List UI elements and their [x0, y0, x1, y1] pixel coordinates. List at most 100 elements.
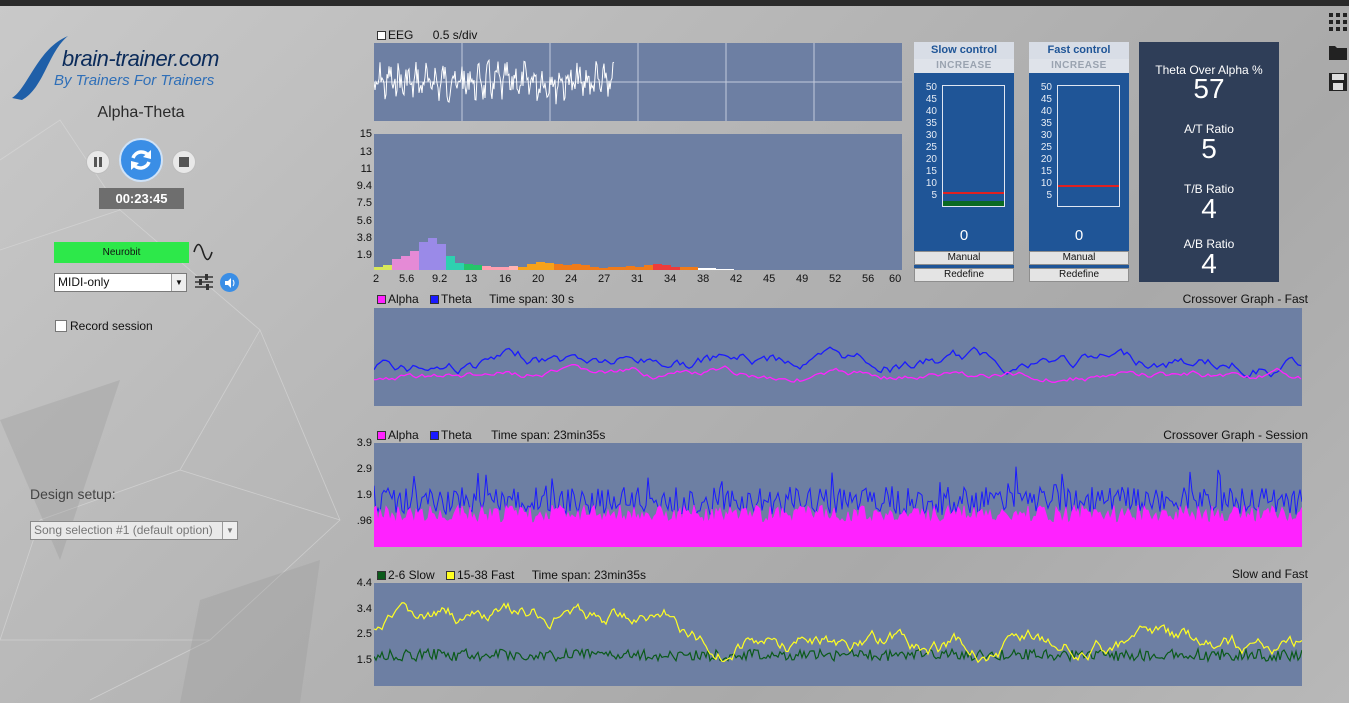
slow-control-panel: Slow control INCREASE 50 45 40 35 30 25 …	[914, 42, 1014, 282]
spectrum-bar	[698, 268, 707, 270]
slow-control-meter[interactable]	[942, 85, 1005, 207]
speaker-button[interactable]	[220, 273, 239, 292]
spectrum-bar	[401, 256, 410, 270]
theta-swatch	[430, 295, 440, 305]
fast-line	[373, 602, 1303, 664]
sf-y-tick: 2.5	[356, 628, 372, 640]
pause-button[interactable]	[86, 150, 110, 174]
spectrum-y-tick: 9.4	[356, 180, 372, 192]
spectrum-bar	[716, 269, 725, 270]
sf-y-tick: 1.5	[356, 654, 372, 666]
eeg-scale: 0.5 s/div	[432, 28, 478, 42]
spectrum-bar	[581, 265, 590, 270]
stat-label: T/B Ratio	[1183, 182, 1234, 196]
grid-icon[interactable]	[1328, 12, 1348, 32]
record-session-checkbox[interactable]	[55, 320, 67, 332]
spectrum-bar	[518, 267, 527, 270]
spectrum-bar	[500, 267, 509, 270]
scale-tick: 15	[1040, 166, 1052, 177]
alpha-area	[373, 503, 1303, 548]
spectrum-bar	[491, 267, 500, 270]
spectrum-bar	[608, 267, 617, 270]
session-y-axis: 3.9 2.9 1.9 .96	[350, 437, 374, 547]
sliders-icon[interactable]	[194, 272, 214, 292]
slow-control-scale: 50 45 40 35 30 25 20 15 10 5	[914, 82, 939, 207]
spectrum-graph	[374, 134, 902, 270]
save-icon[interactable]	[1328, 72, 1348, 92]
slow-manual-button[interactable]: Manual	[914, 251, 1014, 265]
sf-graph-title: Slow and Fast	[1231, 567, 1308, 581]
crossover-session-graph	[373, 443, 1303, 548]
slow-threshold-line[interactable]	[943, 192, 1004, 194]
scale-tick: 45	[925, 94, 937, 105]
stat-value: 57	[1193, 73, 1225, 104]
slow-redefine-button[interactable]: Redefine	[914, 268, 1014, 282]
spectrum-x-tick: 24	[565, 273, 578, 285]
folder-icon[interactable]	[1328, 42, 1348, 62]
fast-swatch	[446, 571, 456, 581]
scale-tick: 25	[1040, 142, 1052, 153]
spectrum-y-tick: 5.6	[356, 215, 372, 227]
refresh-button[interactable]	[119, 138, 163, 182]
spectrum-bar	[446, 256, 455, 270]
spectrum-bar	[419, 242, 428, 270]
theta-line	[373, 466, 1303, 517]
design-setup-label: Design setup:	[30, 486, 116, 502]
spectrum-bar	[455, 263, 464, 270]
spectrum-x-tick: 42	[730, 273, 743, 285]
spectrum-x-tick: 56	[862, 273, 875, 285]
spectrum-x-tick: 20	[532, 273, 545, 285]
theta-line	[373, 346, 1302, 378]
time-span: Time span: 23min35s	[491, 428, 606, 442]
fast-manual-button[interactable]: Manual	[1029, 251, 1129, 265]
fast-control-meter[interactable]	[1057, 85, 1120, 207]
crossover-fast-graph	[373, 308, 1302, 406]
fast-threshold-line[interactable]	[1058, 185, 1119, 187]
spectrum-y-axis: 15 13 11 9.4 7.5 5.6 3.8 1.9	[350, 128, 374, 268]
slow-control-value: 0	[959, 227, 969, 244]
spectrum-bar	[689, 267, 698, 270]
device-badge[interactable]: Neurobit	[54, 242, 189, 263]
refresh-icon	[131, 150, 151, 170]
scale-tick: 35	[925, 118, 937, 129]
spectrum-bar	[590, 267, 599, 270]
session-y-tick: 2.9	[356, 463, 372, 475]
mode-select[interactable]: MIDI-only ▼	[54, 273, 187, 292]
spectrum-x-tick: 13	[465, 273, 478, 285]
spectrum-bar	[662, 265, 671, 270]
session-graph-legend: Alpha Theta Time span: 23min35s	[377, 428, 605, 442]
legend-slow: 2-6 Slow	[388, 568, 435, 582]
eeg-graph	[373, 43, 902, 121]
fast-redefine-button[interactable]: Redefine	[1029, 268, 1129, 282]
spectrum-plot	[374, 238, 734, 270]
slow-control-title: Slow control	[914, 42, 1014, 59]
stop-button[interactable]	[172, 150, 196, 174]
slow-line	[373, 646, 1303, 663]
stat-value: 5	[1201, 133, 1217, 164]
spectrum-bar	[383, 265, 392, 270]
song-select[interactable]: Song selection #1 (default option) ▼	[30, 521, 238, 540]
sf-graph-legend: 2-6 Slow 15-38 Fast Time span: 23min35s	[377, 568, 646, 582]
window-top-strip	[0, 0, 1349, 6]
scale-tick: 5	[931, 190, 937, 201]
fast-control-value: 0	[1074, 227, 1084, 244]
legend-theta: Theta	[441, 292, 472, 306]
sf-y-axis: 4.4 3.4 2.5 1.5	[350, 577, 374, 687]
spectrum-x-tick: 27	[598, 273, 611, 285]
spectrum-x-axis: 2 5.6 9.2 13 16 20 24 27 31 34 38 42 45 …	[370, 273, 910, 287]
sine-wave-icon[interactable]	[192, 242, 214, 262]
scale-tick: 45	[1040, 94, 1052, 105]
spectrum-bar	[464, 264, 473, 270]
eeg-header: EEG 0.5 s/div	[377, 28, 477, 42]
sf-y-tick: 4.4	[356, 577, 372, 589]
session-y-tick: .96	[356, 515, 372, 527]
scale-tick: 25	[925, 142, 937, 153]
spectrum-bar	[392, 259, 401, 270]
spectrum-x-tick: 60	[889, 273, 902, 285]
eeg-plot	[373, 43, 902, 121]
fast-control-panel: Fast control INCREASE 50 45 40 35 30 25 …	[1029, 42, 1129, 282]
spectrum-bar	[644, 265, 653, 270]
chevron-down-icon: ▼	[171, 274, 186, 291]
logo-swoosh	[12, 36, 68, 100]
legend-alpha: Alpha	[388, 428, 419, 442]
